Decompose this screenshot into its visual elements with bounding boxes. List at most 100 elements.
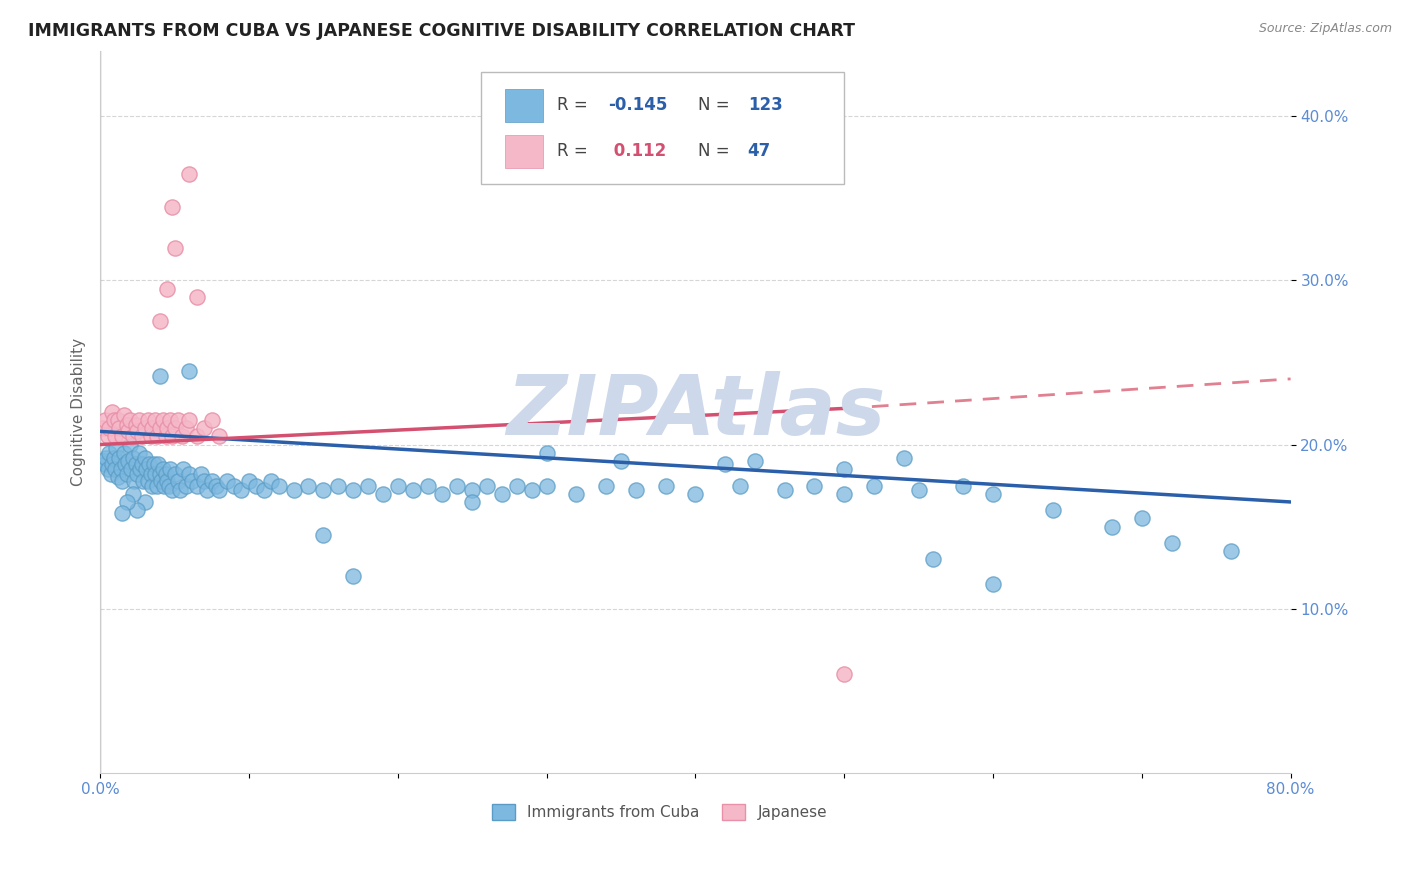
Point (907, 483, 929, 498)
Point (461, 483, 484, 498)
Point (186, 290, 208, 304)
Point (176, 478, 198, 492)
Text: IMMIGRANTS FROM CUBA VS JAPANESE COGNITIVE DISABILITY CORRELATION CHART: IMMIGRANTS FROM CUBA VS JAPANESE COGNITI… (28, 22, 855, 40)
Point (208, 429, 231, 443)
Point (893, 450, 915, 465)
Point (981, 487, 1004, 501)
Point (832, 667, 855, 681)
Point (131, 457, 153, 471)
Point (97, 429, 120, 443)
Point (342, 569, 364, 583)
Point (181, 474, 204, 488)
Point (149, 421, 172, 435)
Point (108, 450, 131, 465)
Point (176, 421, 198, 435)
Point (141, 478, 163, 492)
Point (685, 487, 707, 501)
Point (803, 478, 825, 492)
Point (166, 413, 188, 427)
Point (105, 441, 128, 455)
Point (115, 467, 138, 481)
Point (610, 454, 633, 468)
Point (111, 507, 134, 521)
Point (981, 577, 1004, 591)
Point (104, 462, 127, 476)
Point (159, 462, 181, 476)
Point (124, 474, 146, 488)
Point (138, 457, 160, 471)
Point (118, 413, 141, 427)
Point (238, 474, 260, 488)
Point (103, 413, 125, 427)
Point (186, 478, 208, 492)
Point (283, 483, 305, 498)
Point (146, 457, 169, 471)
Point (94, 450, 117, 465)
Point (520, 483, 543, 498)
FancyBboxPatch shape (481, 72, 844, 185)
Point (125, 417, 148, 432)
Point (595, 478, 617, 492)
Point (475, 478, 498, 492)
Point (115, 495, 138, 509)
Text: 0.112: 0.112 (609, 143, 666, 161)
Point (145, 429, 167, 443)
Point (111, 429, 134, 443)
Point (118, 437, 141, 451)
Point (149, 314, 172, 328)
Point (565, 487, 588, 501)
Text: 47: 47 (748, 143, 770, 161)
Point (387, 478, 409, 492)
Point (201, 413, 224, 427)
Point (156, 282, 179, 296)
Point (134, 495, 156, 509)
Point (131, 429, 153, 443)
Point (107, 413, 129, 427)
Point (101, 405, 124, 419)
Point (157, 478, 180, 492)
Point (328, 478, 350, 492)
Point (134, 450, 156, 465)
Point (260, 474, 283, 488)
Point (156, 474, 179, 488)
Point (179, 467, 201, 481)
Point (342, 483, 364, 498)
Point (149, 467, 172, 481)
Point (253, 483, 276, 498)
Point (163, 467, 186, 481)
Point (103, 450, 125, 465)
Point (127, 503, 149, 517)
Point (654, 478, 676, 492)
Point (179, 364, 201, 378)
Point (149, 368, 172, 383)
Point (773, 483, 796, 498)
Point (267, 478, 290, 492)
Point (143, 413, 166, 427)
FancyBboxPatch shape (505, 88, 543, 122)
Point (160, 429, 183, 443)
Text: Source: ZipAtlas.com: Source: ZipAtlas.com (1258, 22, 1392, 36)
Point (152, 462, 174, 476)
Point (744, 454, 766, 468)
Point (100, 467, 122, 481)
Point (150, 474, 173, 488)
Point (160, 483, 183, 498)
Point (121, 429, 143, 443)
Point (179, 167, 201, 181)
Text: R =: R = (557, 143, 593, 161)
Point (1220, 544, 1243, 558)
Point (624, 483, 647, 498)
Point (169, 483, 191, 498)
Point (245, 478, 267, 492)
Point (152, 413, 174, 427)
Point (832, 462, 855, 476)
Point (120, 462, 142, 476)
Point (536, 478, 558, 492)
Point (125, 457, 148, 471)
Point (416, 478, 439, 492)
Text: R =: R = (557, 96, 593, 114)
Point (401, 483, 423, 498)
Point (179, 413, 201, 427)
Point (536, 446, 558, 460)
Point (108, 421, 131, 435)
